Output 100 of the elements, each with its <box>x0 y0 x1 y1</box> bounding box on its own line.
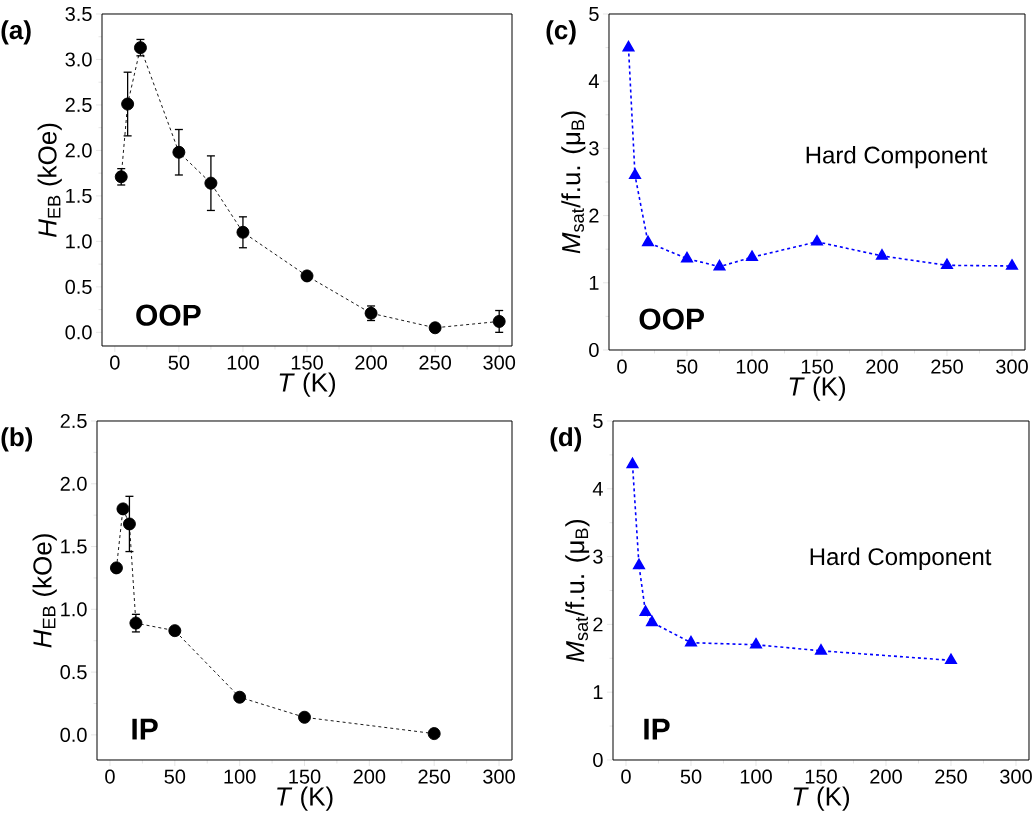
x-tick-label: 50 <box>680 769 702 784</box>
point <box>633 558 645 570</box>
point <box>172 145 186 159</box>
x-tick-label: 50 <box>168 355 190 370</box>
x-tick-label: 0 <box>617 359 627 374</box>
x-tick-label: 250 <box>419 355 452 370</box>
y-tick-label: 1.0 <box>61 602 87 617</box>
y-tick-label: 2.5 <box>60 413 87 429</box>
x-tick-label: 200 <box>866 359 898 374</box>
point <box>236 225 250 239</box>
chart-title: (c) <box>546 20 576 45</box>
point <box>639 605 652 616</box>
y-tick-label: 2.5 <box>65 97 92 113</box>
x-tick-label: 0 <box>110 355 120 370</box>
x-tick-label: 100 <box>227 355 259 370</box>
y-axis-title: H$_{EB}$ (kOe) <box>37 123 62 238</box>
point <box>646 615 658 627</box>
point <box>168 624 182 638</box>
point <box>427 727 441 741</box>
chart-title: (d) <box>550 427 582 452</box>
point <box>492 314 506 328</box>
y-tick-label: 2.0 <box>65 143 92 158</box>
annotation: Hard Component <box>806 145 988 169</box>
y-tick-label: 0.5 <box>60 665 87 680</box>
y-tick-label: 1.0 <box>66 234 92 249</box>
y-tick-label: 1.5 <box>66 188 92 203</box>
y-tick-label: 2.0 <box>60 476 87 491</box>
y-axis-title: H$_{EB}$ (kOe) <box>32 534 57 648</box>
y-tick-label: 0 <box>593 752 603 768</box>
x-tick-label: 300 <box>1000 769 1032 784</box>
y-tick-label: 4 <box>588 74 599 89</box>
chart-title: (b) <box>1 427 33 452</box>
x-tick-label: 250 <box>418 769 451 784</box>
y-tick-label: 4 <box>592 481 603 496</box>
y-tick-label: 0.0 <box>65 325 92 340</box>
y-tick-label: 2 <box>593 617 603 632</box>
point <box>300 269 314 283</box>
point <box>642 235 654 247</box>
y-tick-label: 2 <box>589 208 599 223</box>
x-tick-label: 100 <box>736 359 768 374</box>
y-tick-label: 1 <box>589 275 599 290</box>
point <box>116 502 130 516</box>
point <box>622 40 635 52</box>
annotation: IP <box>132 718 158 740</box>
y-tick-label: 3 <box>589 141 599 156</box>
x-tick-label: 100 <box>224 769 256 784</box>
y-tick-label: 0.5 <box>65 279 92 294</box>
y-tick-label: 0 <box>589 342 599 358</box>
x-tick-label: 300 <box>483 769 515 784</box>
y-tick-label: 1.5 <box>61 539 87 554</box>
annotation: OOP <box>639 308 704 330</box>
point <box>945 653 957 665</box>
point <box>941 258 953 270</box>
point <box>685 635 697 647</box>
point <box>110 561 123 575</box>
point <box>233 690 247 704</box>
y-axis-title: M$_{sat}$/f.u. (μ$_{B}$) <box>561 111 586 254</box>
x-tick-label: 150 <box>289 769 321 784</box>
x-tick-label: 200 <box>870 769 902 784</box>
chart-title: (a) <box>1 20 31 45</box>
point <box>811 235 823 246</box>
point <box>750 637 762 649</box>
point <box>713 259 726 271</box>
y-tick-label: 5 <box>593 414 603 428</box>
x-tick-label: 250 <box>931 359 963 374</box>
point <box>815 644 827 655</box>
x-tick-label: 150 <box>291 355 323 370</box>
point <box>428 321 442 335</box>
annotation: IP <box>644 718 670 740</box>
point <box>629 168 641 180</box>
x-tick-label: 150 <box>805 769 837 784</box>
x-tick-label: 150 <box>801 359 833 374</box>
point <box>121 97 135 111</box>
x-tick-label: 250 <box>935 769 967 784</box>
x-tick-label: 50 <box>676 359 698 374</box>
x-tick-label: 100 <box>740 769 772 784</box>
point <box>746 250 758 262</box>
point <box>876 249 888 260</box>
point <box>298 710 311 724</box>
x-axis-title: T (K) <box>789 376 846 401</box>
x-tick-label: 300 <box>996 359 1028 374</box>
y-tick-label: 1 <box>593 685 603 700</box>
y-tick-label: 3.5 <box>65 6 92 22</box>
point <box>626 457 639 469</box>
y-tick-label: 0.0 <box>60 727 87 742</box>
annotation: OOP <box>136 304 201 326</box>
annotation: Hard Component <box>810 547 992 570</box>
y-tick-label: 5 <box>589 7 599 21</box>
x-axis-title: T (K) <box>793 786 850 811</box>
point <box>204 176 218 190</box>
x-tick-label: 0 <box>621 769 631 784</box>
x-axis-title: T (K) <box>279 372 336 397</box>
y-axis-title: M$_{sat}$/f.u. (μ$_{B}$) <box>565 519 590 662</box>
x-tick-label: 300 <box>483 355 516 370</box>
x-tick-label: 50 <box>164 769 186 784</box>
x-tick-label: 200 <box>355 355 387 370</box>
y-tick-label: 3 <box>593 549 603 564</box>
y-tick-label: 3.0 <box>65 52 92 67</box>
point <box>122 517 136 531</box>
point <box>681 251 693 263</box>
